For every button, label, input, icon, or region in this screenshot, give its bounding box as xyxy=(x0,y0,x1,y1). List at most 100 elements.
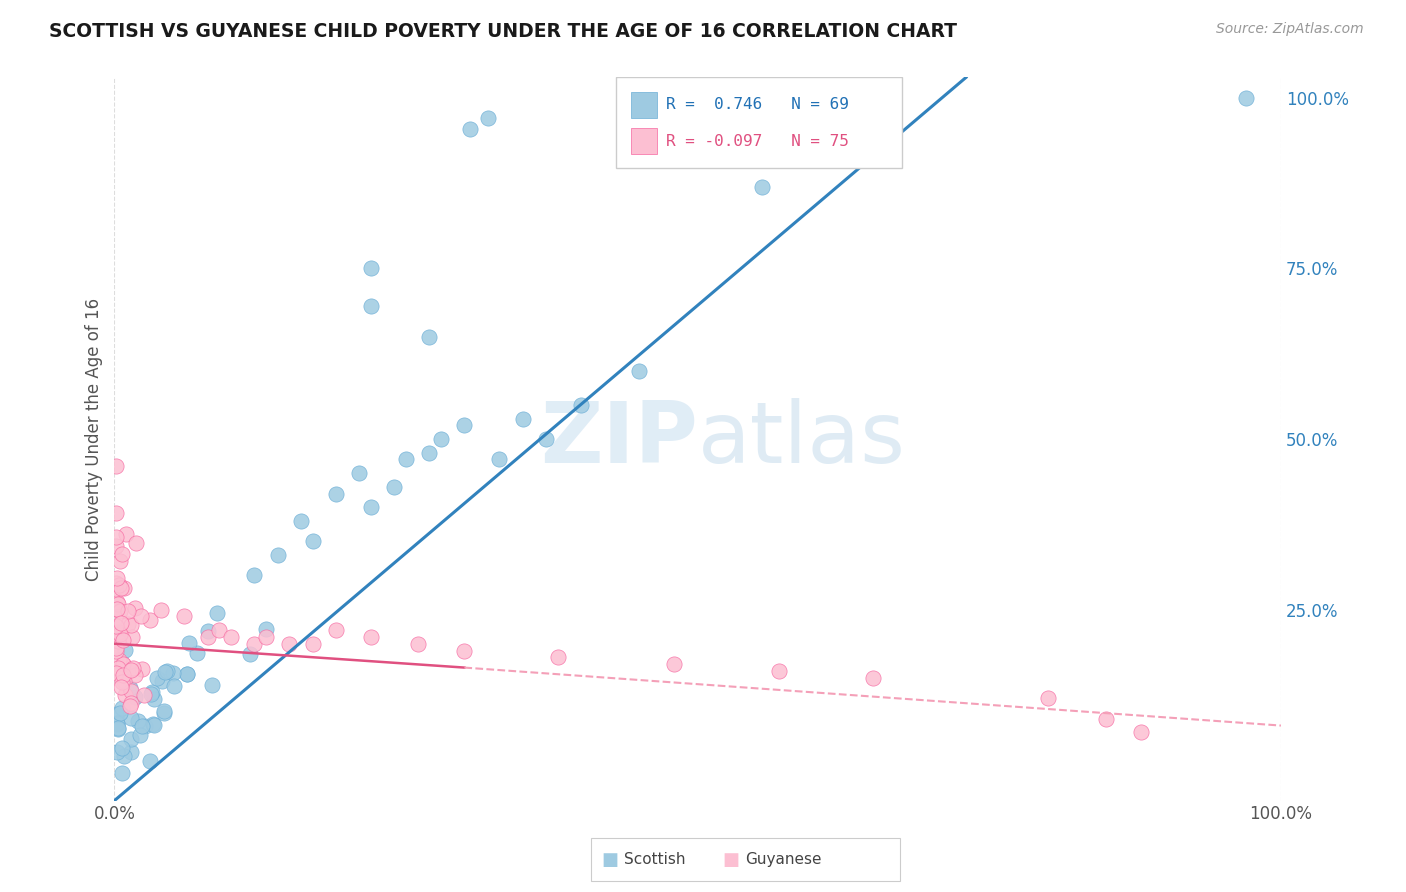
Text: SCOTTISH VS GUYANESE CHILD POVERTY UNDER THE AGE OF 16 CORRELATION CHART: SCOTTISH VS GUYANESE CHILD POVERTY UNDER… xyxy=(49,22,957,41)
Point xyxy=(111,741,134,756)
Point xyxy=(115,526,138,541)
Point xyxy=(488,452,510,467)
Point xyxy=(108,625,131,640)
Point xyxy=(254,622,277,636)
Point xyxy=(267,548,290,562)
Point xyxy=(862,671,884,685)
Text: Source: ZipAtlas.com: Source: ZipAtlas.com xyxy=(1216,22,1364,37)
Point xyxy=(112,674,135,689)
Point xyxy=(156,664,179,678)
Point xyxy=(150,674,173,689)
Point xyxy=(152,704,174,718)
Point xyxy=(125,535,148,549)
Text: Scottish: Scottish xyxy=(624,853,686,867)
Text: R =  0.746   N = 69: R = 0.746 N = 69 xyxy=(666,97,849,112)
FancyBboxPatch shape xyxy=(631,92,657,118)
Point xyxy=(108,653,131,667)
Point xyxy=(107,632,129,646)
Point xyxy=(150,602,173,616)
Point xyxy=(120,732,142,747)
Point xyxy=(664,657,686,672)
Point xyxy=(360,630,382,644)
Point xyxy=(104,539,127,553)
Point xyxy=(104,582,127,596)
Point xyxy=(142,718,165,732)
Point xyxy=(134,718,156,732)
Point xyxy=(105,706,128,721)
Point xyxy=(382,480,405,494)
Point xyxy=(104,530,127,544)
Text: Guyanese: Guyanese xyxy=(745,853,821,867)
Point xyxy=(107,627,129,641)
Point xyxy=(105,715,128,730)
Point xyxy=(141,687,163,701)
Point xyxy=(120,698,142,713)
Point xyxy=(162,666,184,681)
Point xyxy=(197,624,219,638)
Point xyxy=(1130,725,1153,739)
Point xyxy=(120,663,142,677)
Point xyxy=(105,602,128,616)
Point xyxy=(219,630,242,644)
Point xyxy=(146,671,169,685)
Point xyxy=(114,688,136,702)
Point xyxy=(120,711,142,725)
Point xyxy=(153,665,176,680)
Point xyxy=(278,637,301,651)
Text: ■: ■ xyxy=(602,851,619,869)
Point xyxy=(176,667,198,681)
Point xyxy=(107,660,129,674)
Point xyxy=(111,766,134,780)
Text: R = -0.097   N = 75: R = -0.097 N = 75 xyxy=(666,134,849,149)
Point xyxy=(105,572,128,586)
Point xyxy=(239,647,262,661)
Point xyxy=(360,500,382,515)
Point xyxy=(395,452,418,467)
Point xyxy=(110,582,132,596)
Point xyxy=(105,716,128,731)
Point xyxy=(108,554,131,568)
Point xyxy=(197,630,219,644)
Point xyxy=(112,581,135,595)
Point xyxy=(569,398,592,412)
Point xyxy=(112,657,135,672)
Point xyxy=(105,506,128,520)
Point xyxy=(349,466,371,480)
Point xyxy=(110,680,132,694)
Point xyxy=(176,667,198,681)
Point xyxy=(117,616,139,631)
Point xyxy=(173,609,195,624)
Point xyxy=(547,650,569,665)
Point xyxy=(128,728,150,742)
Point xyxy=(111,547,134,561)
Point xyxy=(107,722,129,736)
Point xyxy=(104,666,127,681)
Point xyxy=(418,445,440,459)
Point xyxy=(107,633,129,648)
Point xyxy=(768,664,790,678)
Point xyxy=(118,681,141,696)
Point xyxy=(104,640,127,655)
Point xyxy=(129,609,152,624)
Point xyxy=(111,657,134,672)
Point xyxy=(512,411,534,425)
Point xyxy=(162,679,184,693)
Point xyxy=(301,534,323,549)
FancyBboxPatch shape xyxy=(616,78,901,168)
Point xyxy=(120,683,142,698)
Point xyxy=(139,613,162,627)
Point xyxy=(430,432,453,446)
Point xyxy=(108,578,131,592)
Point xyxy=(243,637,266,651)
Point xyxy=(1036,691,1059,706)
Text: ZIP: ZIP xyxy=(540,398,697,481)
Point xyxy=(127,714,149,728)
Point xyxy=(104,644,127,658)
Point xyxy=(1234,91,1257,105)
Point xyxy=(131,719,153,733)
Point xyxy=(121,631,143,645)
Point xyxy=(208,623,231,637)
Point xyxy=(110,604,132,618)
Y-axis label: Child Poverty Under the Age of 16: Child Poverty Under the Age of 16 xyxy=(86,297,103,581)
Point xyxy=(122,661,145,675)
